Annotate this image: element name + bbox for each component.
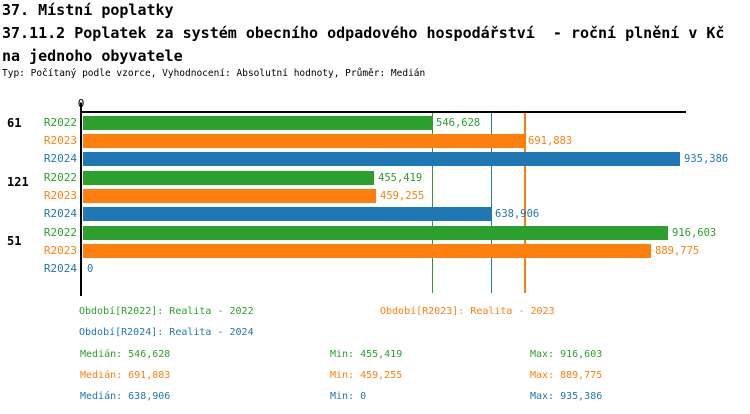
group-label-51: 51 — [7, 234, 22, 248]
bar-r2024 — [83, 152, 680, 166]
bar-row: R2022 455,419 — [0, 171, 750, 185]
stat-max-r2024: Max: 935,386 — [530, 391, 603, 402]
series-label: R2024 — [43, 207, 77, 220]
bar-row: R2024 638,906 — [0, 207, 750, 221]
median-line-r2023 — [524, 113, 526, 293]
bar-group: R2022 916,603 R2023 889,775 R2024 0 — [0, 226, 750, 276]
bar-value-label: 459,255 — [380, 190, 425, 202]
bar-row: R2024 935,386 — [0, 152, 750, 166]
bar-r2022 — [83, 171, 374, 185]
series-label: R2022 — [43, 171, 77, 184]
bar-r2023 — [83, 189, 376, 203]
stat-max-r2023: Max: 889,775 — [530, 370, 603, 381]
group-label-121: 121 — [7, 175, 29, 189]
bar-r2023 — [83, 134, 524, 148]
series-label: R2023 — [43, 244, 77, 257]
bar-value-label: 691,883 — [528, 135, 573, 147]
stat-min-r2023: Min: 459,255 — [330, 370, 403, 381]
series-label: R2022 — [43, 226, 77, 239]
bar-row: R2023 459,255 — [0, 189, 750, 203]
chart-rows: R2022 546,628 R2023 691,883 R2024 935,38… — [0, 116, 750, 281]
stat-median-r2024: Medián: 638,906 — [80, 391, 171, 402]
legend-entry-r2022: Období[R2022]: Realita - 2022 — [79, 306, 254, 317]
bar-row: R2023 691,883 — [0, 134, 750, 148]
bar-value-label: 0 — [87, 263, 94, 275]
bar-row: R2023 889,775 — [0, 244, 750, 258]
bar-value-label: 546,628 — [436, 117, 481, 129]
group-label-61: 61 — [7, 116, 22, 130]
bar-r2024 — [83, 207, 491, 221]
bar-value-label: 638,906 — [495, 208, 540, 220]
median-line-r2024 — [491, 113, 492, 293]
bar-row: R2024 0 — [0, 262, 750, 276]
legend-entry-r2023: Období[R2023]: Realita - 2023 — [380, 306, 555, 317]
bar-r2022 — [83, 226, 668, 240]
series-label: R2023 — [43, 189, 77, 202]
report-section-title: 37. Místní poplatky — [2, 1, 174, 19]
stat-max-r2022: Max: 916,603 — [530, 349, 603, 360]
bar-r2022 — [83, 116, 432, 130]
bar-value-label: 889,775 — [655, 245, 700, 257]
bar-value-label: 455,419 — [378, 172, 423, 184]
chart-meta-info: Typ: Počítaný podle vzorce, Vyhodnocení:… — [2, 68, 426, 79]
bar-row: R2022 916,603 — [0, 226, 750, 240]
stat-median-r2022: Medián: 546,628 — [80, 349, 171, 360]
chart-title-line2: na jednoho obyvatele — [2, 47, 183, 65]
bar-group: R2022 546,628 R2023 691,883 R2024 935,38… — [0, 116, 750, 166]
bar-value-label: 935,386 — [684, 153, 729, 165]
bar-group: R2022 455,419 R2023 459,255 R2024 638,90… — [0, 171, 750, 221]
bar-r2023 — [83, 244, 651, 258]
series-label: R2023 — [43, 134, 77, 147]
median-line-r2022 — [432, 113, 433, 293]
stat-min-r2022: Min: 455,419 — [330, 349, 403, 360]
x-axis-line — [80, 111, 686, 113]
legend-entry-r2024: Období[R2024]: Realita - 2024 — [79, 327, 254, 338]
bar-row: R2022 546,628 — [0, 116, 750, 130]
series-label: R2024 — [43, 262, 77, 275]
stat-median-r2023: Medián: 691,883 — [80, 370, 171, 381]
stat-min-r2024: Min: 0 — [330, 391, 367, 402]
chart-title-line1: 37.11.2 Poplatek za systém obecního odpa… — [2, 24, 725, 42]
series-label: R2022 — [43, 116, 77, 129]
y-axis-line — [80, 103, 82, 296]
series-label: R2024 — [43, 152, 77, 165]
bar-value-label: 916,603 — [672, 227, 717, 239]
bar-chart: 0 61 121 51 R2022 546,628 R2023 691,883 — [0, 96, 750, 298]
